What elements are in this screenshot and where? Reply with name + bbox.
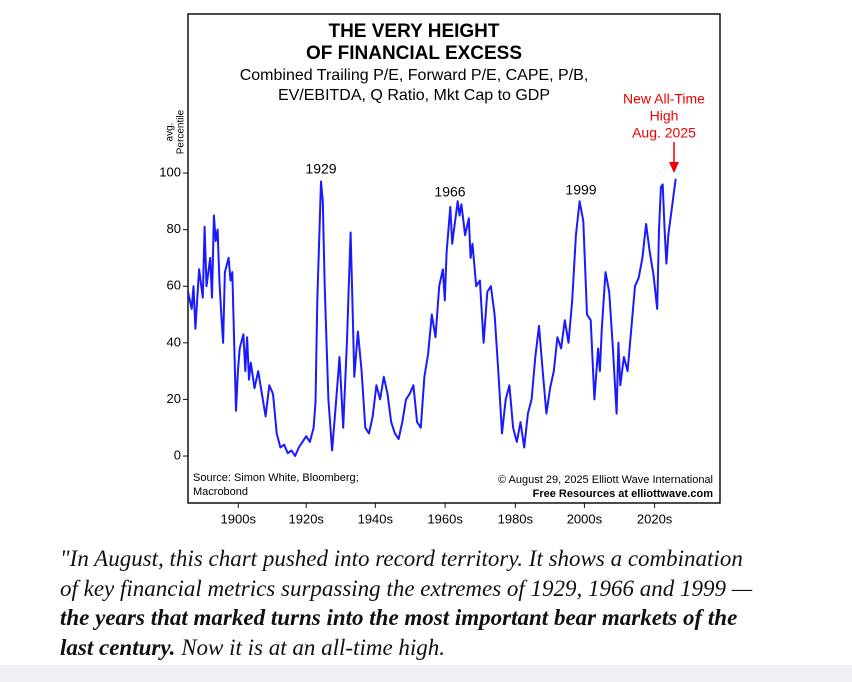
caption-line: "In August, this chart pushed into recor… (60, 546, 743, 571)
x-tick-label: 1980s (498, 511, 534, 526)
credit: © August 29, 2025 Elliott Wave Internati… (498, 474, 713, 486)
caption-tail: Now it is at an all-time high. (175, 635, 446, 660)
x-tick-label: 2000s (567, 511, 603, 526)
caption-line: last century. Now it is at an all-time h… (60, 635, 445, 661)
caption-bold: last century. (60, 635, 176, 660)
chart-subtitle: Combined Trailing P/E, Forward P/E, CAPE… (240, 67, 589, 84)
highlight-arrowhead (669, 162, 679, 173)
credit: Free Resources at elliottwave.com (533, 488, 714, 500)
chart-title: THE VERY HEIGHT (328, 21, 499, 42)
y-axis-label: avg. (165, 123, 176, 142)
y-tick-label: 40 (167, 334, 181, 349)
x-tick-label: 1940s (358, 511, 394, 526)
chart-subtitle: EV/EBITDA, Q Ratio, Mkt Cap to GDP (278, 87, 550, 104)
highlight-label: New All-Time (623, 91, 705, 107)
y-tick-label: 20 (167, 391, 181, 406)
x-tick-label: 2020s (637, 511, 673, 526)
plot-frame (187, 13, 721, 504)
peak-label: 1999 (565, 182, 596, 198)
x-tick-label: 1900s (221, 511, 257, 526)
data-line (187, 178, 677, 457)
y-tick-label: 0 (174, 447, 181, 462)
chart: THE VERY HEIGHT OF FINANCIAL EXCESS Comb… (159, 13, 721, 526)
x-tick-label: 1920s (289, 511, 325, 526)
x-tick-label: 1960s (427, 511, 463, 526)
caption-line: of key financial metrics surpassing the … (60, 576, 753, 601)
chart-title: OF FINANCIAL EXCESS (306, 43, 522, 64)
y-tick-label: 80 (167, 221, 181, 236)
highlight-label: High (650, 108, 679, 124)
peak-label: 1966 (434, 184, 465, 200)
y-axis-label: Percentile (176, 109, 187, 154)
highlight-label: Aug. 2025 (632, 125, 696, 141)
peak-label: 1929 (305, 161, 336, 177)
y-tick-label: 60 (167, 278, 181, 293)
footer-strip (0, 665, 852, 682)
y-tick-label: 100 (159, 164, 181, 179)
caption-line: the years that marked turns into the mos… (60, 605, 738, 630)
source: Source: Simon White, Bloomberg; (193, 472, 359, 484)
source: Macrobond (193, 486, 248, 498)
